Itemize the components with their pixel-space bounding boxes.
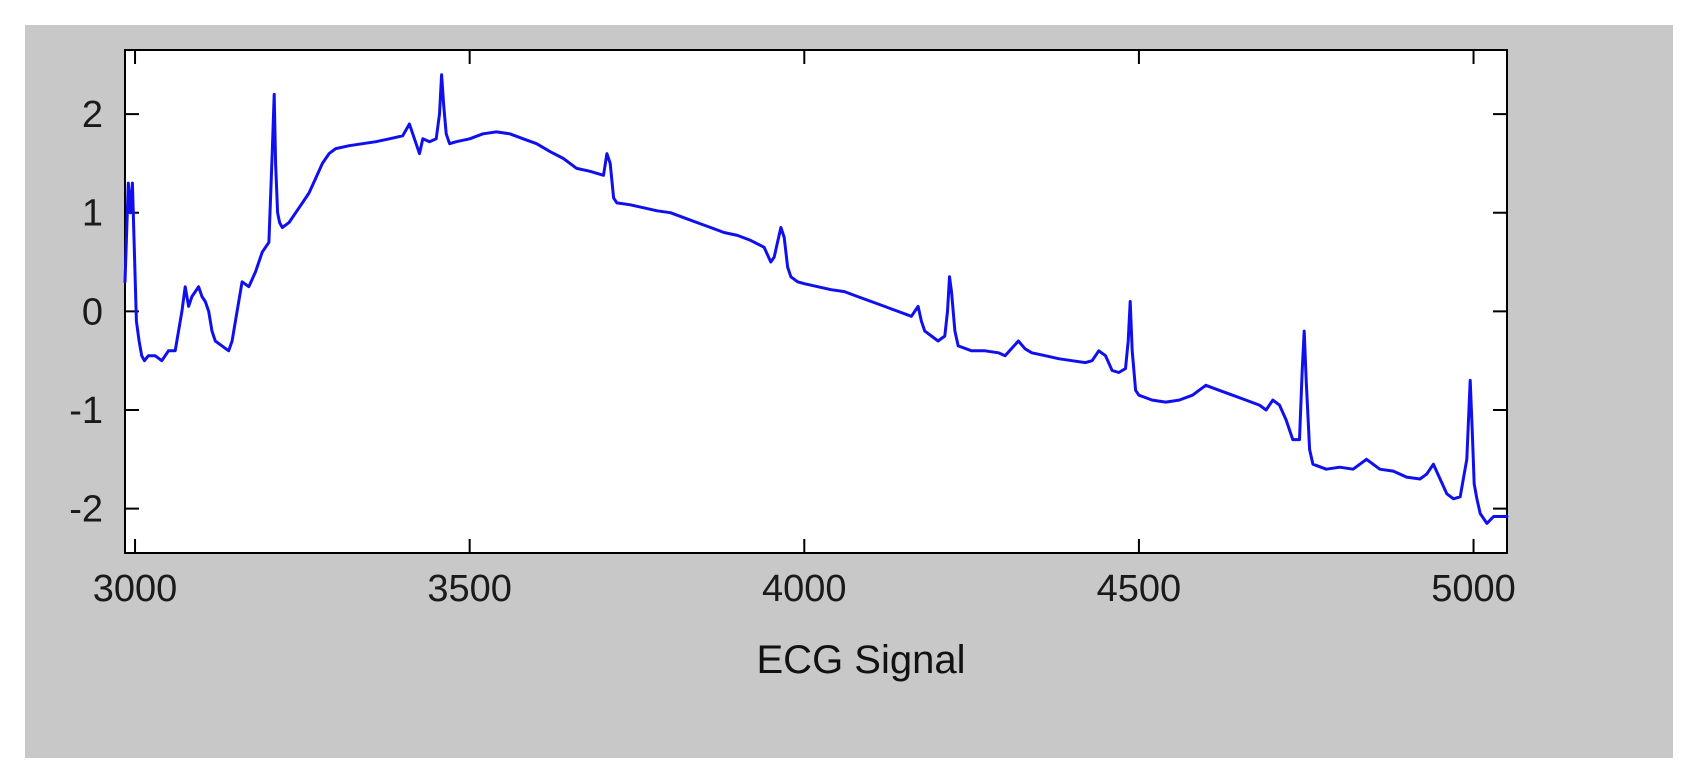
ecg-signal-line	[123, 73, 1509, 525]
x-axis-title: ECG Signal	[757, 638, 966, 682]
x-tick-label: 3500	[427, 568, 512, 610]
x-tick-label: 4000	[762, 568, 847, 610]
y-tick-label: 1	[82, 193, 103, 235]
x-tick-label: 5000	[1431, 568, 1516, 610]
figure-panel: 3000 3500 4000 4500 5000 2 1 0 -1 -2 ECG Signal	[25, 25, 1673, 758]
x-tick-label: 4500	[1097, 568, 1182, 610]
x-tick-label: 3000	[93, 568, 178, 610]
y-tick-label: 0	[82, 291, 103, 333]
y-tick-label: 2	[82, 94, 103, 136]
y-tick-label: -2	[69, 489, 103, 531]
ecg-chart: 3000 3500 4000 4500 5000 2 1 0 -1 -2 ECG Signal	[69, 49, 1516, 682]
series-layer	[123, 73, 1509, 525]
plot-area	[124, 49, 1508, 554]
labels-layer: 3000 3500 4000 4500 5000 2 1 0 -1 -2	[69, 94, 1516, 610]
y-tick-label: -1	[69, 390, 103, 432]
